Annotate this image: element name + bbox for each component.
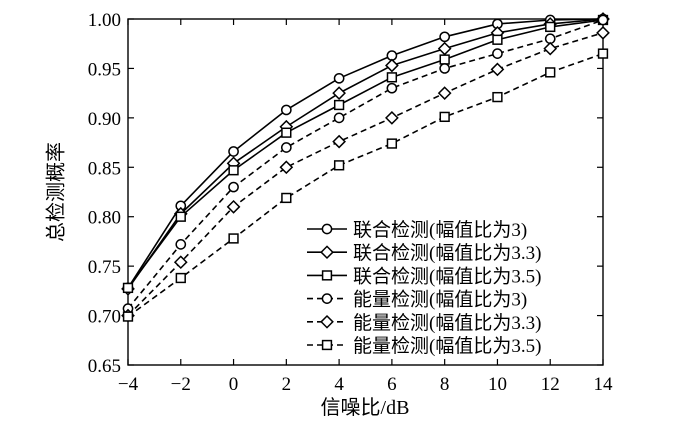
data-point-square xyxy=(175,211,186,222)
legend-marker-circle xyxy=(321,223,333,235)
y-tick-label: 0.70 xyxy=(88,307,121,328)
series-5 xyxy=(121,25,610,323)
legend-label: 联合检测(幅值比为3.3) xyxy=(353,242,541,264)
plot-frame xyxy=(127,18,604,366)
data-point-square xyxy=(492,91,503,103)
legend-item: 联合检测(幅值比为3.5) xyxy=(307,265,541,287)
data-point-diamond xyxy=(490,62,505,77)
series-line xyxy=(127,18,604,289)
x-tick-label: −2 xyxy=(171,374,191,395)
data-point-circle xyxy=(333,72,345,84)
data-point-circle xyxy=(228,181,239,193)
x-tick-label: 10 xyxy=(488,374,507,395)
legend-item: 能量检测(幅值比为3.3) xyxy=(307,312,541,334)
data-point-square xyxy=(122,282,134,294)
x-tick-label: 6 xyxy=(387,374,397,395)
data-point-square xyxy=(228,165,239,176)
data-point-circle xyxy=(439,31,451,43)
y-tick-label: 0.90 xyxy=(88,109,121,130)
data-point-circle xyxy=(439,63,451,74)
legend-label: 能量检测(幅值比为3.3) xyxy=(353,312,541,334)
data-point-square xyxy=(386,138,398,149)
data-point-diamond xyxy=(543,41,558,56)
series-line xyxy=(127,19,604,289)
legend-label: 能量检测(幅值比为3) xyxy=(353,289,527,311)
legend-marker-circle xyxy=(321,293,333,304)
data-point-square xyxy=(597,48,609,59)
data-point-circle xyxy=(386,82,398,94)
y-tick-label: 0.80 xyxy=(88,208,121,229)
data-point-square xyxy=(545,67,556,78)
data-point-diamond xyxy=(385,110,399,125)
x-tick-label: 12 xyxy=(541,374,560,395)
y-axis-title: 总检测概率 xyxy=(45,142,68,242)
data-point-square xyxy=(545,21,556,33)
data-point-diamond xyxy=(226,199,241,214)
data-point-diamond xyxy=(437,86,452,101)
legend-item: 能量检测(幅值比为3.5) xyxy=(307,335,541,357)
series-line xyxy=(127,52,604,318)
data-point-circle xyxy=(228,146,239,157)
data-point-circle xyxy=(333,112,345,124)
x-axis-title: 信噪比/dB xyxy=(321,396,410,419)
x-tick-label: 0 xyxy=(229,374,239,395)
legend-label: 联合检测(幅值比为3.5) xyxy=(353,265,541,287)
legend-label: 能量检测(幅值比为3.5) xyxy=(353,335,541,357)
series-line xyxy=(127,19,604,310)
data-point-square xyxy=(281,192,292,204)
x-tick-label: 4 xyxy=(334,374,344,395)
data-point-diamond xyxy=(332,134,346,149)
data-point-circle xyxy=(280,142,292,153)
series-line xyxy=(127,32,604,317)
data-point-diamond xyxy=(385,58,399,73)
y-tick-label: 0.95 xyxy=(88,59,121,80)
series-layer xyxy=(121,12,610,323)
y-tick-label: 0.65 xyxy=(88,356,121,377)
y-tick-label: 0.75 xyxy=(88,257,121,278)
x-tick-label: 2 xyxy=(282,374,292,395)
series-1 xyxy=(122,13,609,294)
data-point-diamond xyxy=(596,25,610,40)
data-point-circle xyxy=(597,14,609,26)
legend-item: 联合检测(幅值比为3.3) xyxy=(307,242,541,264)
legend-marker-square xyxy=(321,270,333,281)
data-point-diamond xyxy=(279,160,294,175)
data-point-diamond xyxy=(332,86,346,101)
data-point-square xyxy=(333,160,345,171)
axis-ticks: −4 −2 0 2 4 6 8 10 12 14 0.65 0.70 0.75 0.80 0.85 0.90 0… xyxy=(88,10,613,395)
data-point-circle xyxy=(280,104,292,116)
data-point-square xyxy=(175,272,186,284)
data-point-square xyxy=(386,72,398,83)
legend-item: 联合检测(幅值比为3) xyxy=(307,219,527,241)
series-6 xyxy=(122,48,609,322)
data-point-diamond xyxy=(173,255,188,270)
legend-label: 联合检测(幅值比为3) xyxy=(353,219,527,241)
series-4 xyxy=(122,14,609,315)
data-point-square xyxy=(492,34,503,45)
x-tick-label: 8 xyxy=(440,374,450,395)
x-tick-label: 14 xyxy=(594,374,614,395)
data-point-square xyxy=(228,233,239,244)
legend-marker-diamond xyxy=(320,245,334,260)
legend-item: 能量检测(幅值比为3) xyxy=(307,289,527,311)
series-line xyxy=(127,18,604,290)
data-point-square xyxy=(122,311,134,322)
data-point-square xyxy=(281,127,292,138)
data-point-square xyxy=(333,99,345,111)
data-point-square xyxy=(439,54,450,65)
data-point-square xyxy=(439,111,450,123)
data-point-circle xyxy=(175,239,187,250)
legend-marker-diamond xyxy=(320,314,334,329)
x-tick-label: −4 xyxy=(118,374,139,395)
legend: 联合检测(幅值比为3)联合检测(幅值比为3.3)联合检测(幅值比为3.5)能量检… xyxy=(307,219,541,357)
y-tick-label: 0.85 xyxy=(88,158,121,179)
y-tick-label: 1.00 xyxy=(88,10,121,31)
data-point-diamond xyxy=(437,41,452,56)
legend-marker-square xyxy=(321,339,333,351)
data-point-circle xyxy=(492,48,503,59)
